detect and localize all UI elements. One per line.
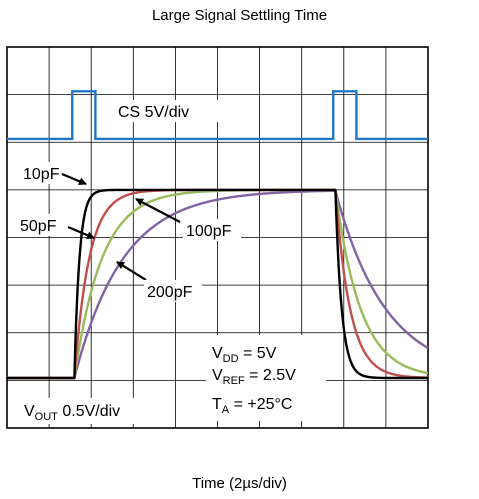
label-arrows: [61, 172, 181, 281]
series-label-bg: [17, 214, 67, 236]
cs-label-bg: [114, 100, 226, 122]
traces: [6, 90, 429, 380]
series-label-100pF: 100pF: [186, 223, 232, 240]
chart-title: Large Signal Settling Time: [151, 7, 328, 24]
series-label-200pF: 200pF: [147, 284, 193, 301]
cs-trace: [7, 90, 428, 141]
x-axis-label: Time (2µs/div): [192, 475, 287, 492]
arrow-10pF: [61, 172, 87, 186]
arrow-100pF: [135, 198, 181, 223]
annotation-bg: [206, 335, 326, 421]
series-label-10pF: 10pF: [23, 166, 60, 183]
annotation-a: TA = +25°C: [212, 396, 292, 416]
arrow-50pF: [67, 225, 95, 240]
series-label-bg: [144, 280, 202, 302]
series-line-10pF: [6, 188, 429, 380]
series-label-50pF: 50pF: [20, 218, 57, 235]
annotation-dd: VDD = 5V: [212, 345, 277, 365]
vout-scale-label: VOUT 0.5V/div: [24, 403, 120, 423]
arrow-200pF: [116, 261, 147, 281]
cs-label: CS 5V/div: [118, 104, 189, 121]
labels: CS 5V/div 10pF 50pF 100pF 200pF VDD = 5VVREF …: [17, 100, 326, 424]
series-label-bg: [183, 219, 241, 241]
series-label-bg: [20, 162, 60, 184]
vout-label-bg: [20, 398, 156, 424]
series-line-200pF: [6, 189, 429, 380]
annotation-ref: VREF = 2.5V: [212, 367, 296, 387]
